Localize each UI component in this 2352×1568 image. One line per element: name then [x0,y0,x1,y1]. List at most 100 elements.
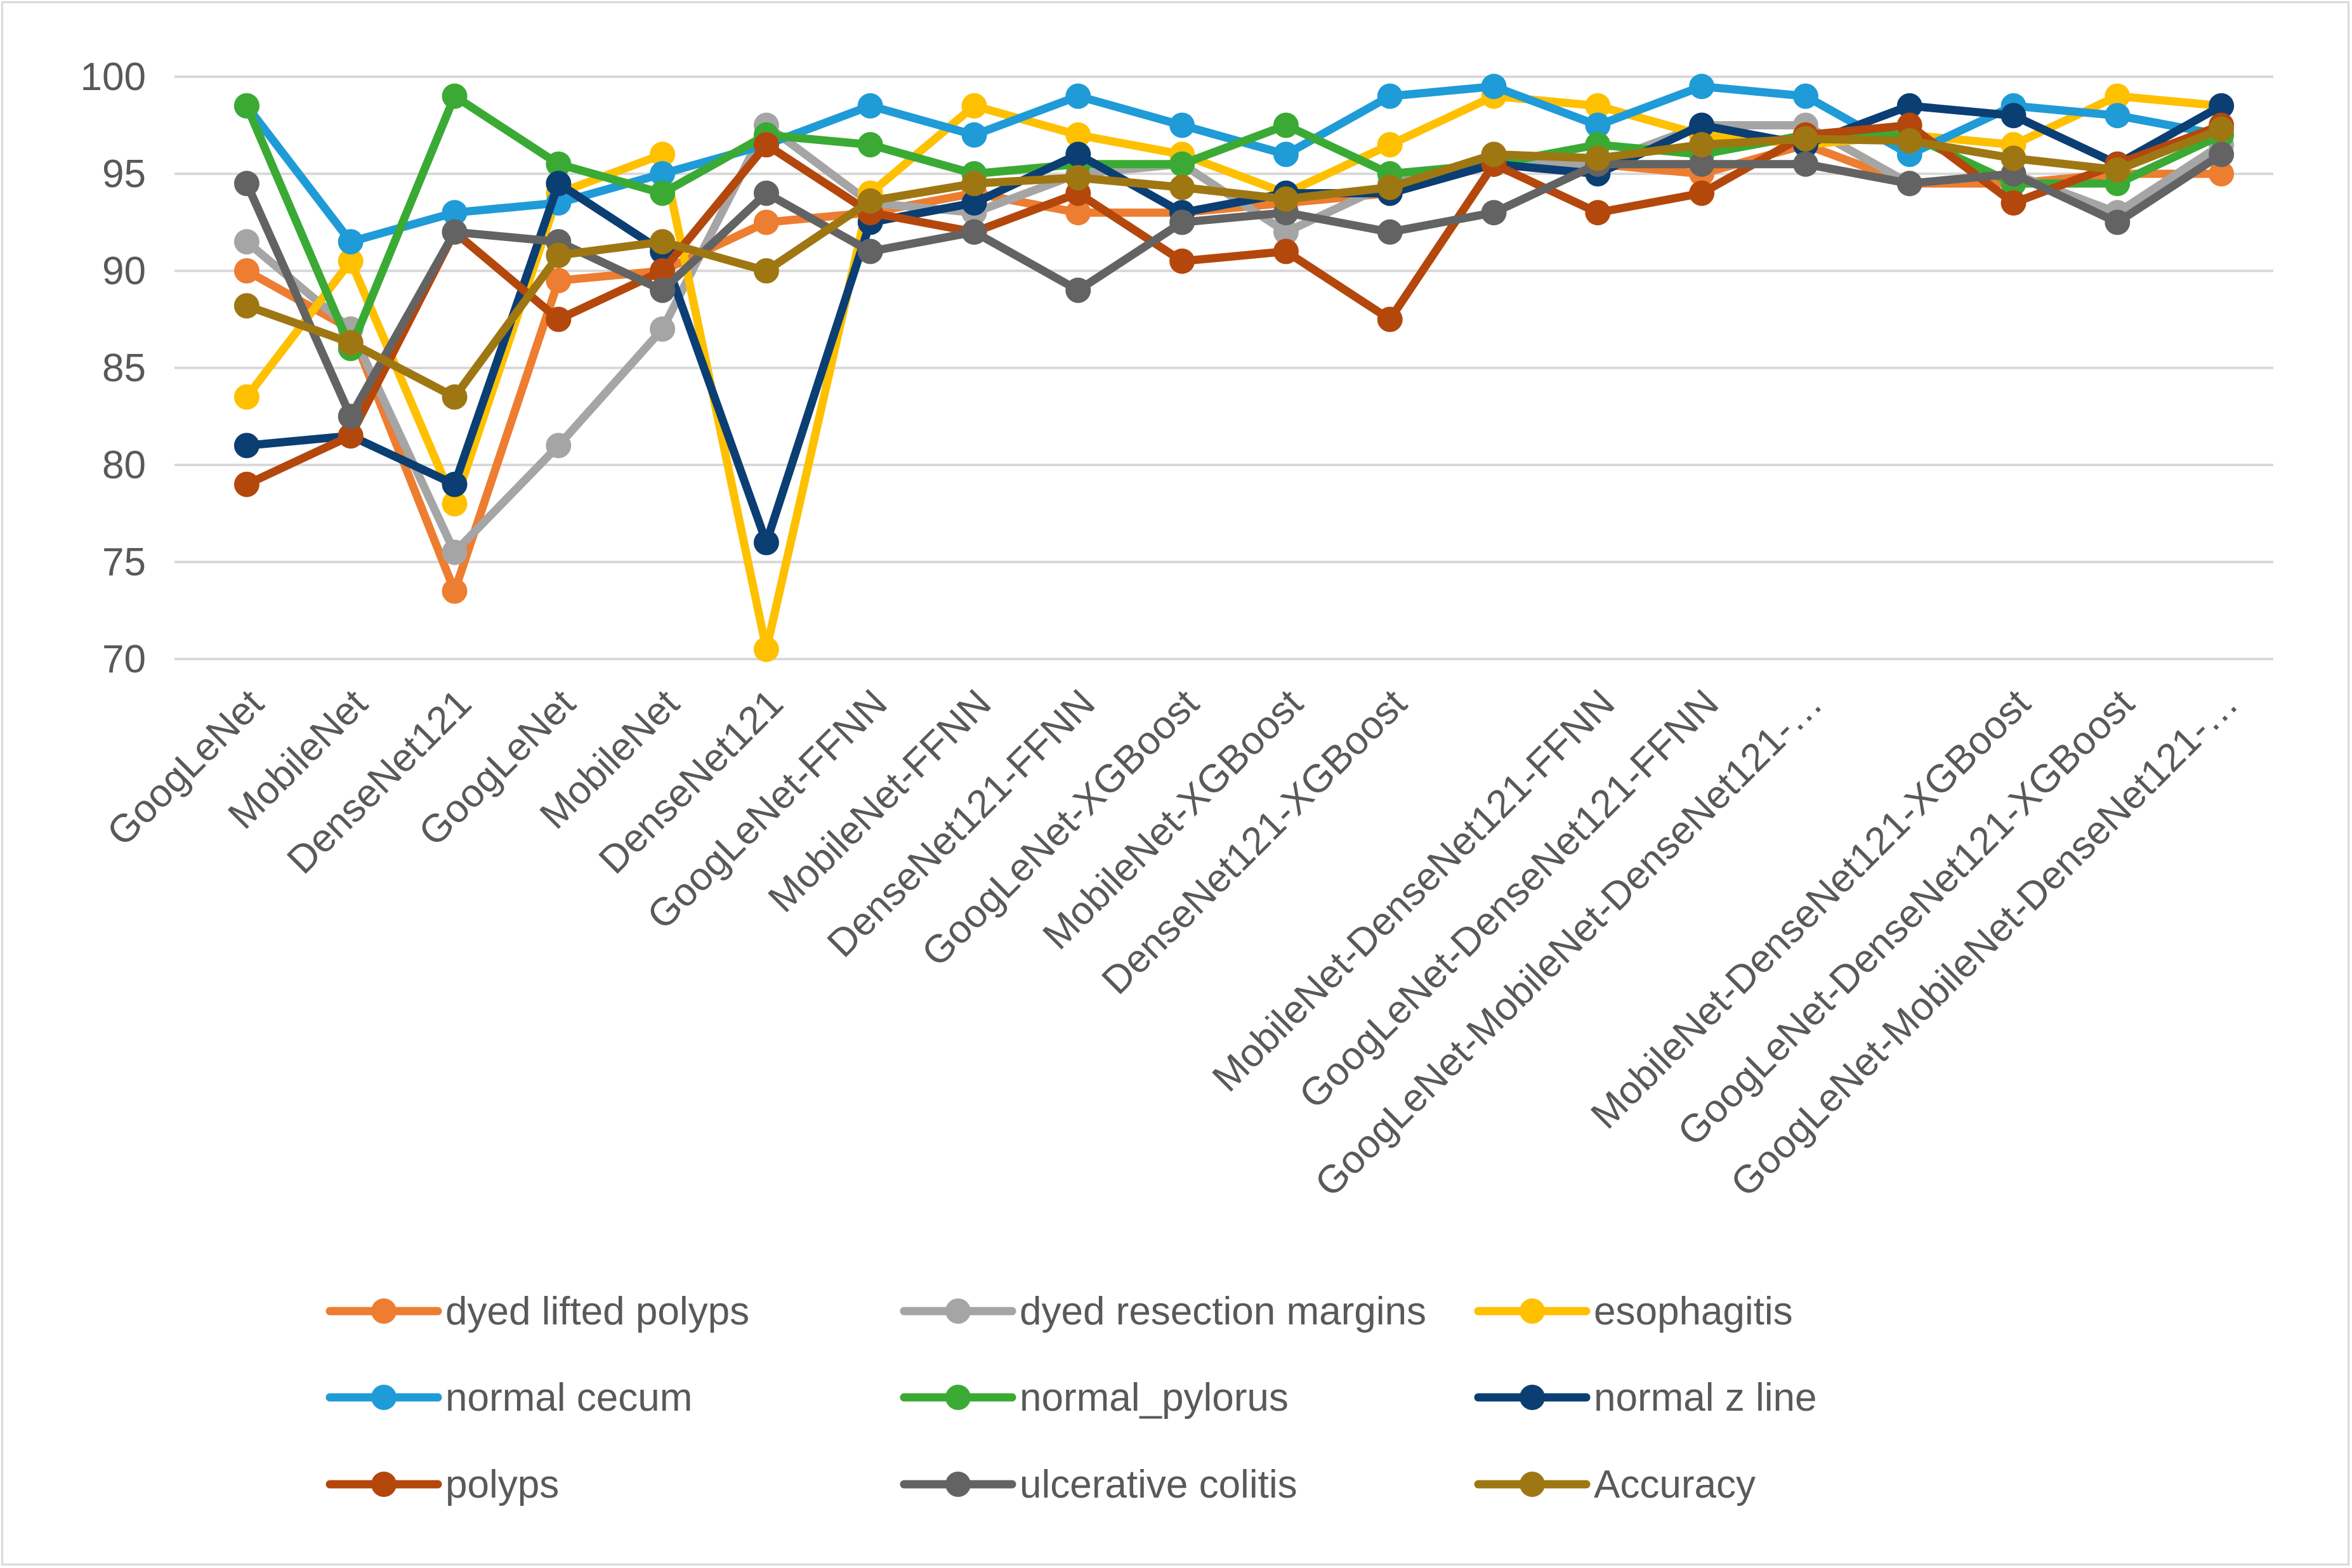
x-tick-label: DenseNet121 [591,681,792,882]
legend-label: normal cecum [445,1376,692,1420]
legend-label: esophagitis [1594,1290,1793,1333]
series-line [242,121,2226,557]
data-point [961,122,987,148]
series-line [242,121,2226,489]
legend-label: normal_pylorus [1020,1376,1289,1420]
data-point [753,636,779,662]
data-point [233,258,260,284]
data-point [1169,112,1195,138]
data-point [2105,103,2131,129]
data-point [1896,171,1922,197]
data-point [442,471,468,497]
legend-label: dyed resection margins [1020,1290,1426,1333]
legend-label: normal z line [1594,1376,1817,1420]
data-point [1896,93,1922,119]
data-point [442,491,468,517]
data-point [1273,219,1299,245]
series-esophagitis [233,83,2235,662]
data-point [1792,83,1818,109]
data-point [1689,180,1715,206]
data-point [1481,200,1507,226]
legend-item: polyps [325,1463,559,1506]
data-point [753,258,779,284]
data-point [1065,83,1091,109]
legend-marker [945,1472,971,1497]
data-point [650,316,676,342]
data-point [753,132,779,158]
legend-item: ulcerative colitis [900,1463,1298,1506]
data-point [2001,145,2027,171]
y-tick-label: 75 [102,540,146,584]
data-point [338,248,364,274]
data-point [233,384,260,410]
y-tick-label: 95 [102,152,146,196]
data-point [1689,74,1715,100]
data-point [1377,174,1403,200]
x-axis-tick-labels: GoogLeNetMobileNetDenseNet121GoogLeNetMo… [99,681,2247,1205]
y-tick-label: 85 [102,346,146,390]
legend-label: dyed lifted polyps [445,1290,749,1333]
series-line [242,125,2226,402]
data-point [233,293,260,319]
series-normal-z-line [233,93,2235,556]
data-point [1169,174,1195,200]
data-point [546,171,572,197]
legend-marker [945,1298,971,1324]
legend-item: normal_pylorus [900,1376,1289,1420]
data-point [1377,83,1403,109]
data-point [546,268,572,294]
data-point [2209,93,2235,119]
legend-label: Accuracy [1594,1463,1756,1506]
series-line [242,92,2226,353]
data-point [442,578,468,604]
data-point [1481,141,1507,167]
data-point [1065,200,1091,226]
data-point [650,180,676,206]
data-point [1065,141,1091,167]
data-point [1273,141,1299,167]
data-point [1689,151,1715,177]
legend-item: esophagitis [1474,1290,1793,1333]
data-point [2209,116,2235,142]
data-point [1481,74,1507,100]
data-point [1273,186,1299,212]
data-point [2105,209,2131,235]
legend-item: dyed lifted polyps [325,1290,749,1333]
data-point [857,93,883,119]
data-point [961,93,987,119]
legend-item: normal cecum [325,1376,692,1420]
data-point [1689,132,1715,158]
y-axis-tick-labels: 70 75 80 85 90 95 100 [81,55,146,681]
data-point [2001,103,2027,129]
y-tick-label: 70 [102,637,146,681]
data-point [1585,200,1611,226]
data-point [1792,151,1818,177]
data-point [1273,112,1299,138]
legend-item: Accuracy [1474,1463,1756,1506]
data-point [2105,157,2131,183]
data-point [546,306,572,332]
data-point [442,83,468,109]
data-point [1169,151,1195,177]
data-point [650,277,676,303]
data-point [338,423,364,449]
series-line [242,101,2226,547]
legend-item: normal z line [1474,1376,1817,1420]
data-point [1689,112,1715,138]
legend-marker [371,1298,397,1324]
series-lines [233,74,2235,662]
series-normal-cecum [233,74,2235,255]
series-normal-pylorus [233,83,2235,362]
y-tick-label: 90 [102,249,146,293]
data-point [650,141,676,167]
legend-marker [945,1385,971,1410]
data-point [1792,126,1818,152]
data-point [2001,190,2027,216]
legend: dyed lifted polyps dyed resection margins… [325,1290,1817,1506]
data-point [338,330,364,356]
legend-marker [371,1385,397,1410]
data-point [442,539,468,565]
data-point [753,180,779,206]
data-point [2209,141,2235,167]
